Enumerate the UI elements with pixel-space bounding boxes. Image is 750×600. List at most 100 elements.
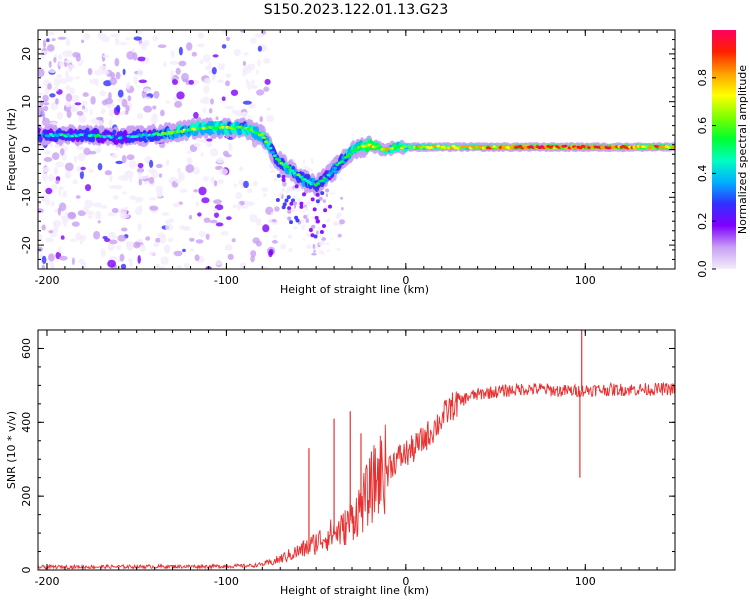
noise-blob: [41, 255, 47, 264]
noise-blob: [182, 248, 186, 253]
noise-blob: [280, 243, 287, 250]
noise-blob: [93, 230, 101, 240]
noise-blob: [268, 250, 273, 258]
noise-blob: [42, 39, 47, 49]
noise-blob: [199, 59, 204, 65]
side-lobe: [308, 228, 313, 232]
noise-blob: [109, 239, 118, 245]
noise-blob: [54, 144, 61, 148]
noise-blob: [242, 100, 252, 105]
noise-blob: [337, 233, 342, 238]
noise-blob: [101, 33, 107, 39]
noise-blob: [115, 37, 120, 46]
noise-blob: [262, 224, 270, 233]
noise-blob: [42, 173, 48, 182]
noise-blob: [48, 69, 57, 74]
noise-blob: [55, 161, 64, 168]
noise-blob: [310, 158, 314, 162]
noise-blob: [336, 175, 339, 179]
noise-blob: [175, 178, 182, 184]
noise-blob: [197, 32, 204, 39]
noise-blob: [69, 87, 76, 94]
noise-blob: [212, 54, 219, 58]
noise-blob: [104, 170, 112, 176]
noise-blob: [80, 261, 87, 269]
side-lobe: [323, 208, 328, 213]
noise-blob: [121, 98, 128, 108]
noise-blob: [259, 116, 264, 123]
x-axis-label: Height of straight line (km): [280, 584, 429, 597]
noise-blob: [239, 166, 244, 172]
noise-blob: [62, 50, 71, 58]
side-lobe: [286, 195, 291, 200]
noise-blob: [123, 206, 129, 210]
noise-blob: [100, 108, 106, 115]
noise-blob: [312, 243, 316, 249]
side-lobe: [294, 184, 299, 189]
x-tick-label: -200: [34, 274, 59, 287]
noise-blob: [120, 227, 128, 232]
noise-blob: [128, 258, 133, 263]
noise-blob: [252, 180, 259, 187]
noise-blob: [263, 58, 271, 64]
noise-blob: [272, 235, 278, 239]
noise-blob: [109, 173, 113, 182]
noise-blob: [261, 187, 269, 192]
noise-blob: [126, 154, 135, 161]
noise-blob: [138, 178, 142, 186]
side-lobe: [289, 201, 294, 206]
noise-blob: [45, 187, 53, 195]
noise-blob: [145, 236, 151, 241]
noise-blob: [299, 219, 305, 222]
noise-blob: [51, 152, 60, 161]
noise-blob: [311, 161, 315, 165]
y-axis-label: SNR (10 * v/v): [5, 411, 18, 489]
noise-blob: [136, 167, 145, 173]
noise-blob: [62, 190, 68, 198]
noise-blob: [89, 108, 93, 116]
side-lobe: [282, 202, 287, 207]
noise-blob: [177, 167, 182, 174]
noise-blob: [195, 239, 204, 244]
noise-blob: [54, 166, 58, 176]
noise-blob: [117, 89, 124, 98]
x-tick-label: -200: [34, 575, 59, 588]
noise-blob: [232, 204, 237, 209]
noise-blob: [115, 160, 123, 165]
noise-blob: [263, 86, 270, 92]
noise-blob: [195, 201, 200, 208]
noise-blob: [226, 36, 230, 42]
noise-blob: [198, 231, 207, 237]
y-tick-label: 0: [20, 146, 33, 153]
noise-blob: [122, 68, 126, 76]
noise-blob: [304, 206, 309, 211]
noise-blob: [97, 220, 101, 224]
noise-blob: [143, 40, 150, 47]
side-lobe: [281, 205, 286, 210]
side-lobe: [281, 178, 286, 182]
side-lobe: [287, 216, 292, 221]
noise-blob: [233, 183, 238, 188]
noise-blob: [185, 164, 195, 173]
noise-blob: [184, 262, 190, 269]
noise-blob: [87, 215, 94, 219]
side-lobe: [295, 218, 300, 223]
noise-blob: [287, 234, 293, 239]
noise-blob: [230, 89, 239, 96]
noise-blob: [215, 116, 219, 120]
noise-blob: [174, 100, 183, 108]
noise-blob: [302, 159, 306, 165]
noise-blob: [119, 253, 125, 262]
noise-blob: [55, 179, 60, 185]
noise-blob: [49, 93, 56, 98]
noise-blob: [148, 176, 155, 184]
noise-blob: [144, 57, 150, 64]
noise-blob: [176, 91, 185, 100]
noise-blob: [165, 219, 170, 226]
ridge-peak: [262, 136, 267, 140]
noise-blob: [227, 253, 234, 260]
x-tick-label: 0: [402, 274, 409, 287]
noise-blob: [190, 248, 195, 252]
noise-blob: [186, 157, 193, 165]
